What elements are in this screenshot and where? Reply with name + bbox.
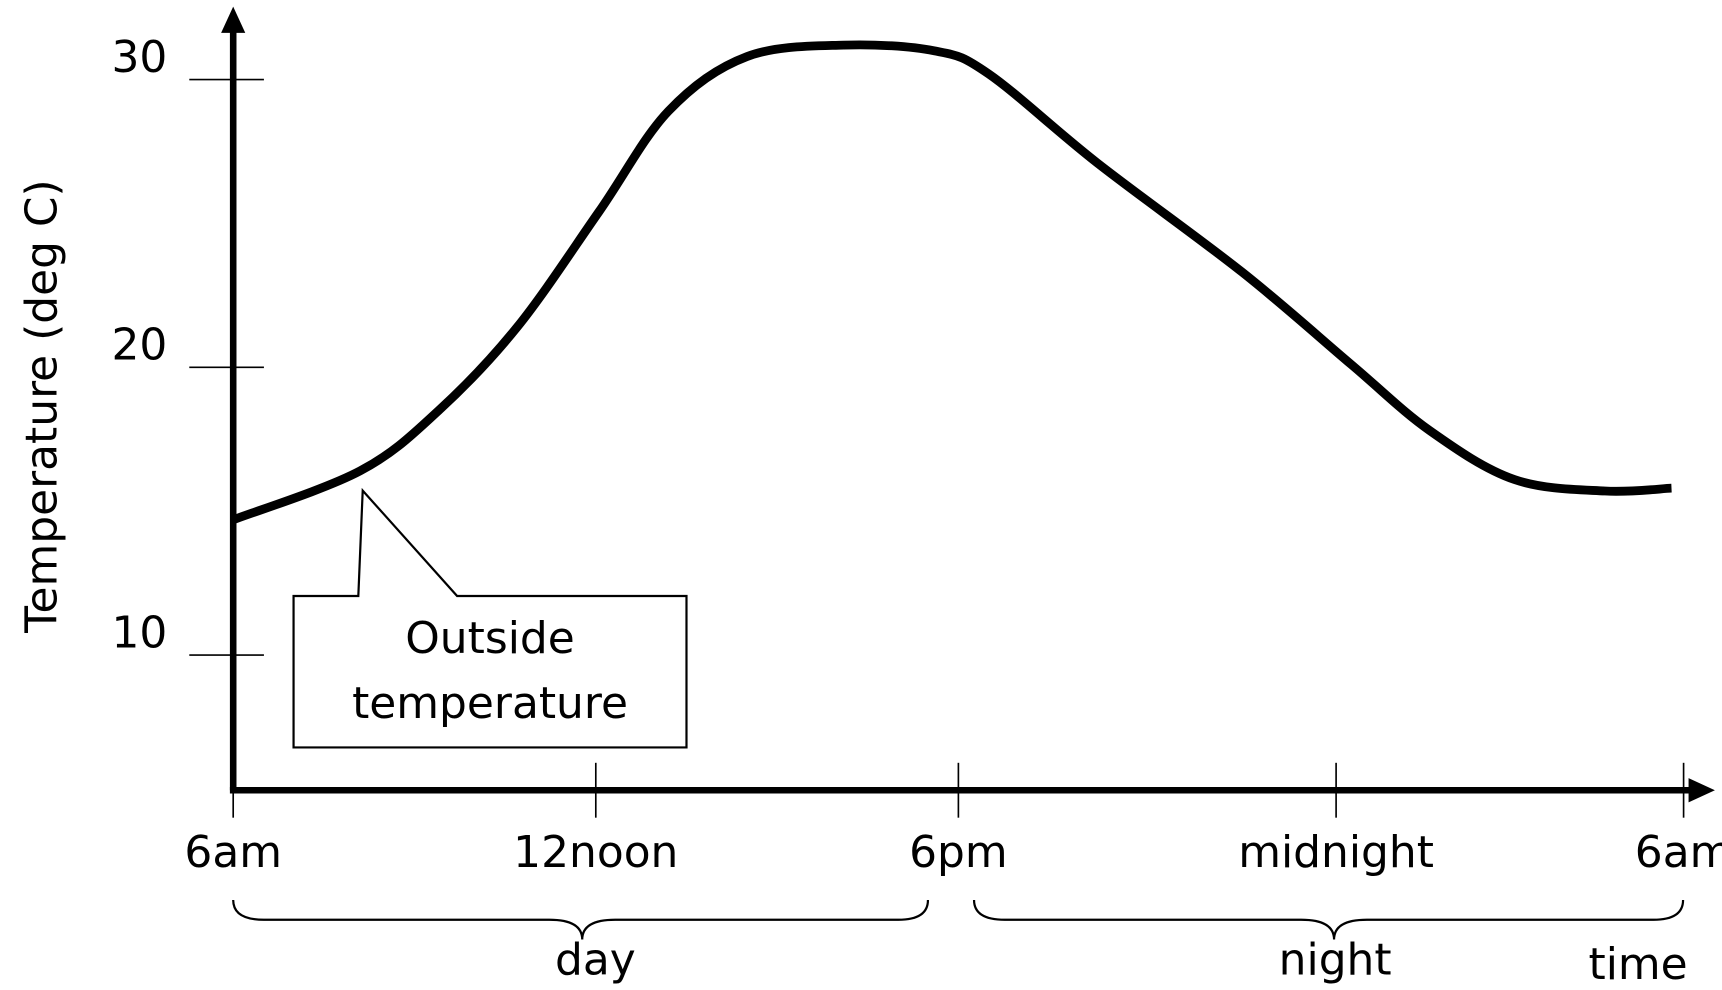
y-tick-label: 20 (111, 320, 167, 371)
x-tick-label: 6am (1635, 827, 1722, 878)
x-tick-label: midnight (1238, 827, 1434, 878)
y-arrow (221, 6, 246, 33)
annotation: temperature (352, 678, 628, 729)
night-brace (972, 899, 1685, 940)
temperature-line (231, 40, 1672, 524)
x-axis-label: time (1588, 939, 1687, 990)
callout-box (292, 487, 688, 749)
period-label: night (1279, 935, 1392, 986)
x-tick-label: 12noon (513, 827, 678, 878)
day-brace (232, 899, 930, 940)
x-arrow (1688, 778, 1715, 803)
x-tick-label: 6pm (909, 827, 1008, 878)
period-label: day (555, 935, 636, 986)
y-axis-label: Temperature (deg C) (16, 179, 67, 634)
y-tick-label: 30 (111, 32, 167, 83)
annotation: Outside (405, 613, 575, 664)
y-tick-label: 10 (111, 607, 167, 658)
x-tick-label: 6am (184, 827, 282, 878)
